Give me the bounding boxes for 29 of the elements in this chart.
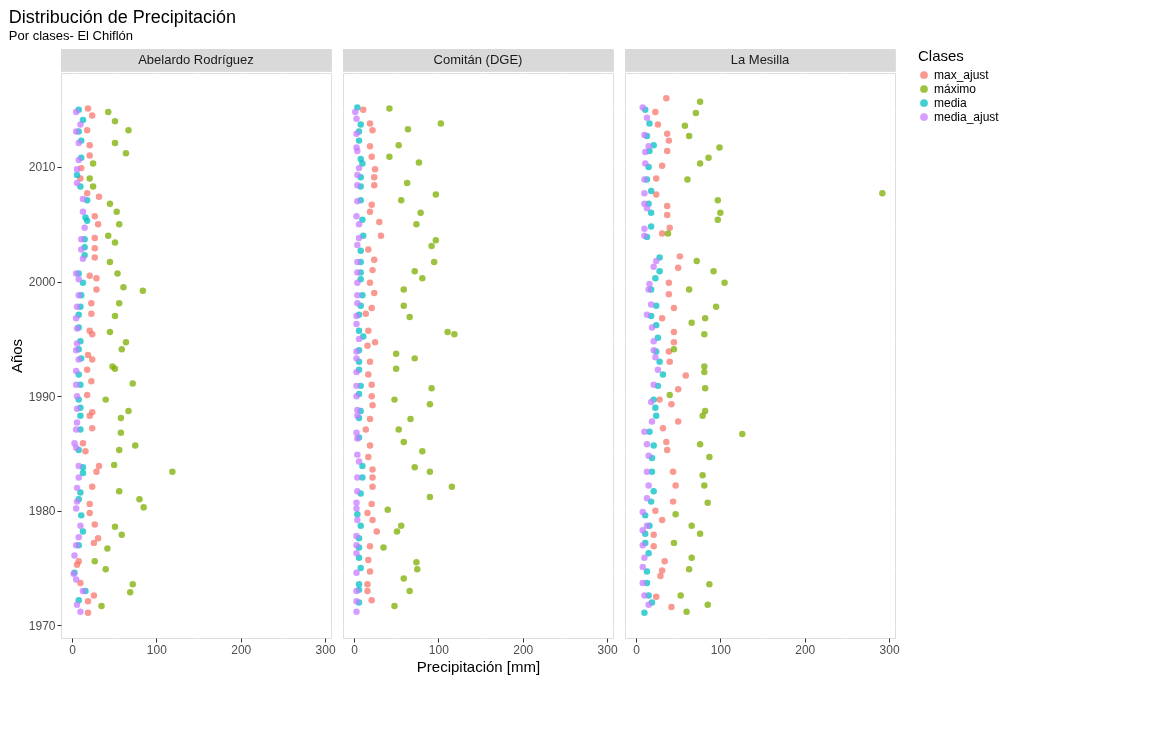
x-tick-label: 0 [633, 642, 641, 657]
y-tick-label: 2010 [28, 160, 56, 175]
x-tick-label: 300 [879, 642, 900, 657]
y-axis-title: Años [7, 338, 25, 374]
y-tick-label: 1970 [28, 618, 56, 633]
legend-label: media [934, 96, 968, 110]
y-tick-label: 2000 [28, 275, 56, 290]
legend-label: media_ajust [934, 110, 1000, 124]
text: Por clases- El Chiflón [8, 27, 134, 43]
x-tick-label: 200 [513, 642, 534, 657]
x-tick-label: 0 [69, 642, 77, 657]
x-tick-label: 200 [231, 642, 252, 657]
chart-title: Comitán (DGE) [433, 52, 523, 67]
x-tick-label: 0 [351, 642, 359, 657]
x-tick-label: 100 [428, 642, 450, 657]
x-tick-label: 100 [710, 642, 732, 657]
legend-label: max_ajust [934, 68, 990, 82]
chart-title: Abelardo Rodríguez [138, 52, 254, 67]
text: Distribución de Precipitación [8, 6, 236, 27]
legend-label: máximo [934, 82, 977, 96]
chart-title: La Mesilla [730, 52, 791, 67]
x-axis-title: Precipitación [mm] [416, 657, 541, 675]
legend-title: Clases [918, 47, 964, 64]
x-tick-label: 100 [146, 642, 168, 657]
x-tick-label: 200 [795, 642, 816, 657]
y-tick-label: 1980 [28, 504, 56, 519]
y-tick-label: 1990 [28, 389, 56, 404]
x-tick-label: 300 [315, 642, 336, 657]
x-tick-label: 300 [597, 642, 618, 657]
